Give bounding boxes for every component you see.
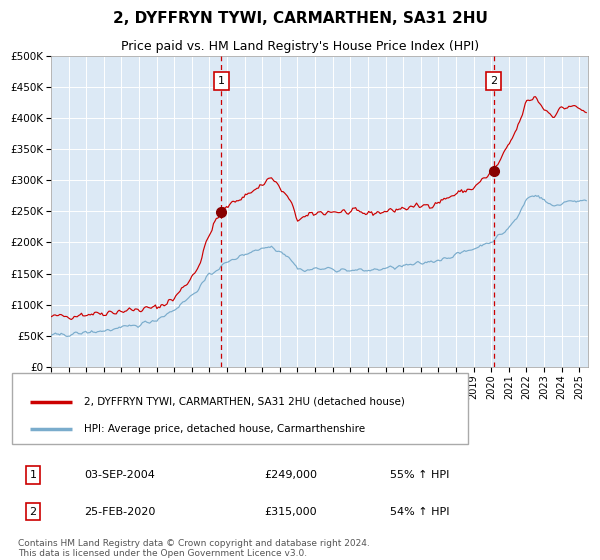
Text: 54% ↑ HPI: 54% ↑ HPI — [390, 507, 449, 517]
Text: 2, DYFFRYN TYWI, CARMARTHEN, SA31 2HU: 2, DYFFRYN TYWI, CARMARTHEN, SA31 2HU — [113, 11, 487, 26]
Text: 55% ↑ HPI: 55% ↑ HPI — [390, 470, 449, 480]
Text: HPI: Average price, detached house, Carmarthenshire: HPI: Average price, detached house, Carm… — [84, 423, 365, 433]
Text: 2: 2 — [29, 507, 37, 517]
Text: Price paid vs. HM Land Registry's House Price Index (HPI): Price paid vs. HM Land Registry's House … — [121, 40, 479, 53]
Text: 25-FEB-2020: 25-FEB-2020 — [84, 507, 155, 517]
Text: 1: 1 — [29, 470, 37, 480]
Text: 2, DYFFRYN TYWI, CARMARTHEN, SA31 2HU (detached house): 2, DYFFRYN TYWI, CARMARTHEN, SA31 2HU (d… — [84, 396, 405, 407]
Text: 2: 2 — [490, 76, 497, 86]
Text: £249,000: £249,000 — [264, 470, 317, 480]
FancyBboxPatch shape — [12, 372, 468, 444]
Text: 1: 1 — [218, 76, 225, 86]
Text: £315,000: £315,000 — [264, 507, 317, 517]
Text: Contains HM Land Registry data © Crown copyright and database right 2024.
This d: Contains HM Land Registry data © Crown c… — [18, 539, 370, 558]
Text: 03-SEP-2004: 03-SEP-2004 — [84, 470, 155, 480]
